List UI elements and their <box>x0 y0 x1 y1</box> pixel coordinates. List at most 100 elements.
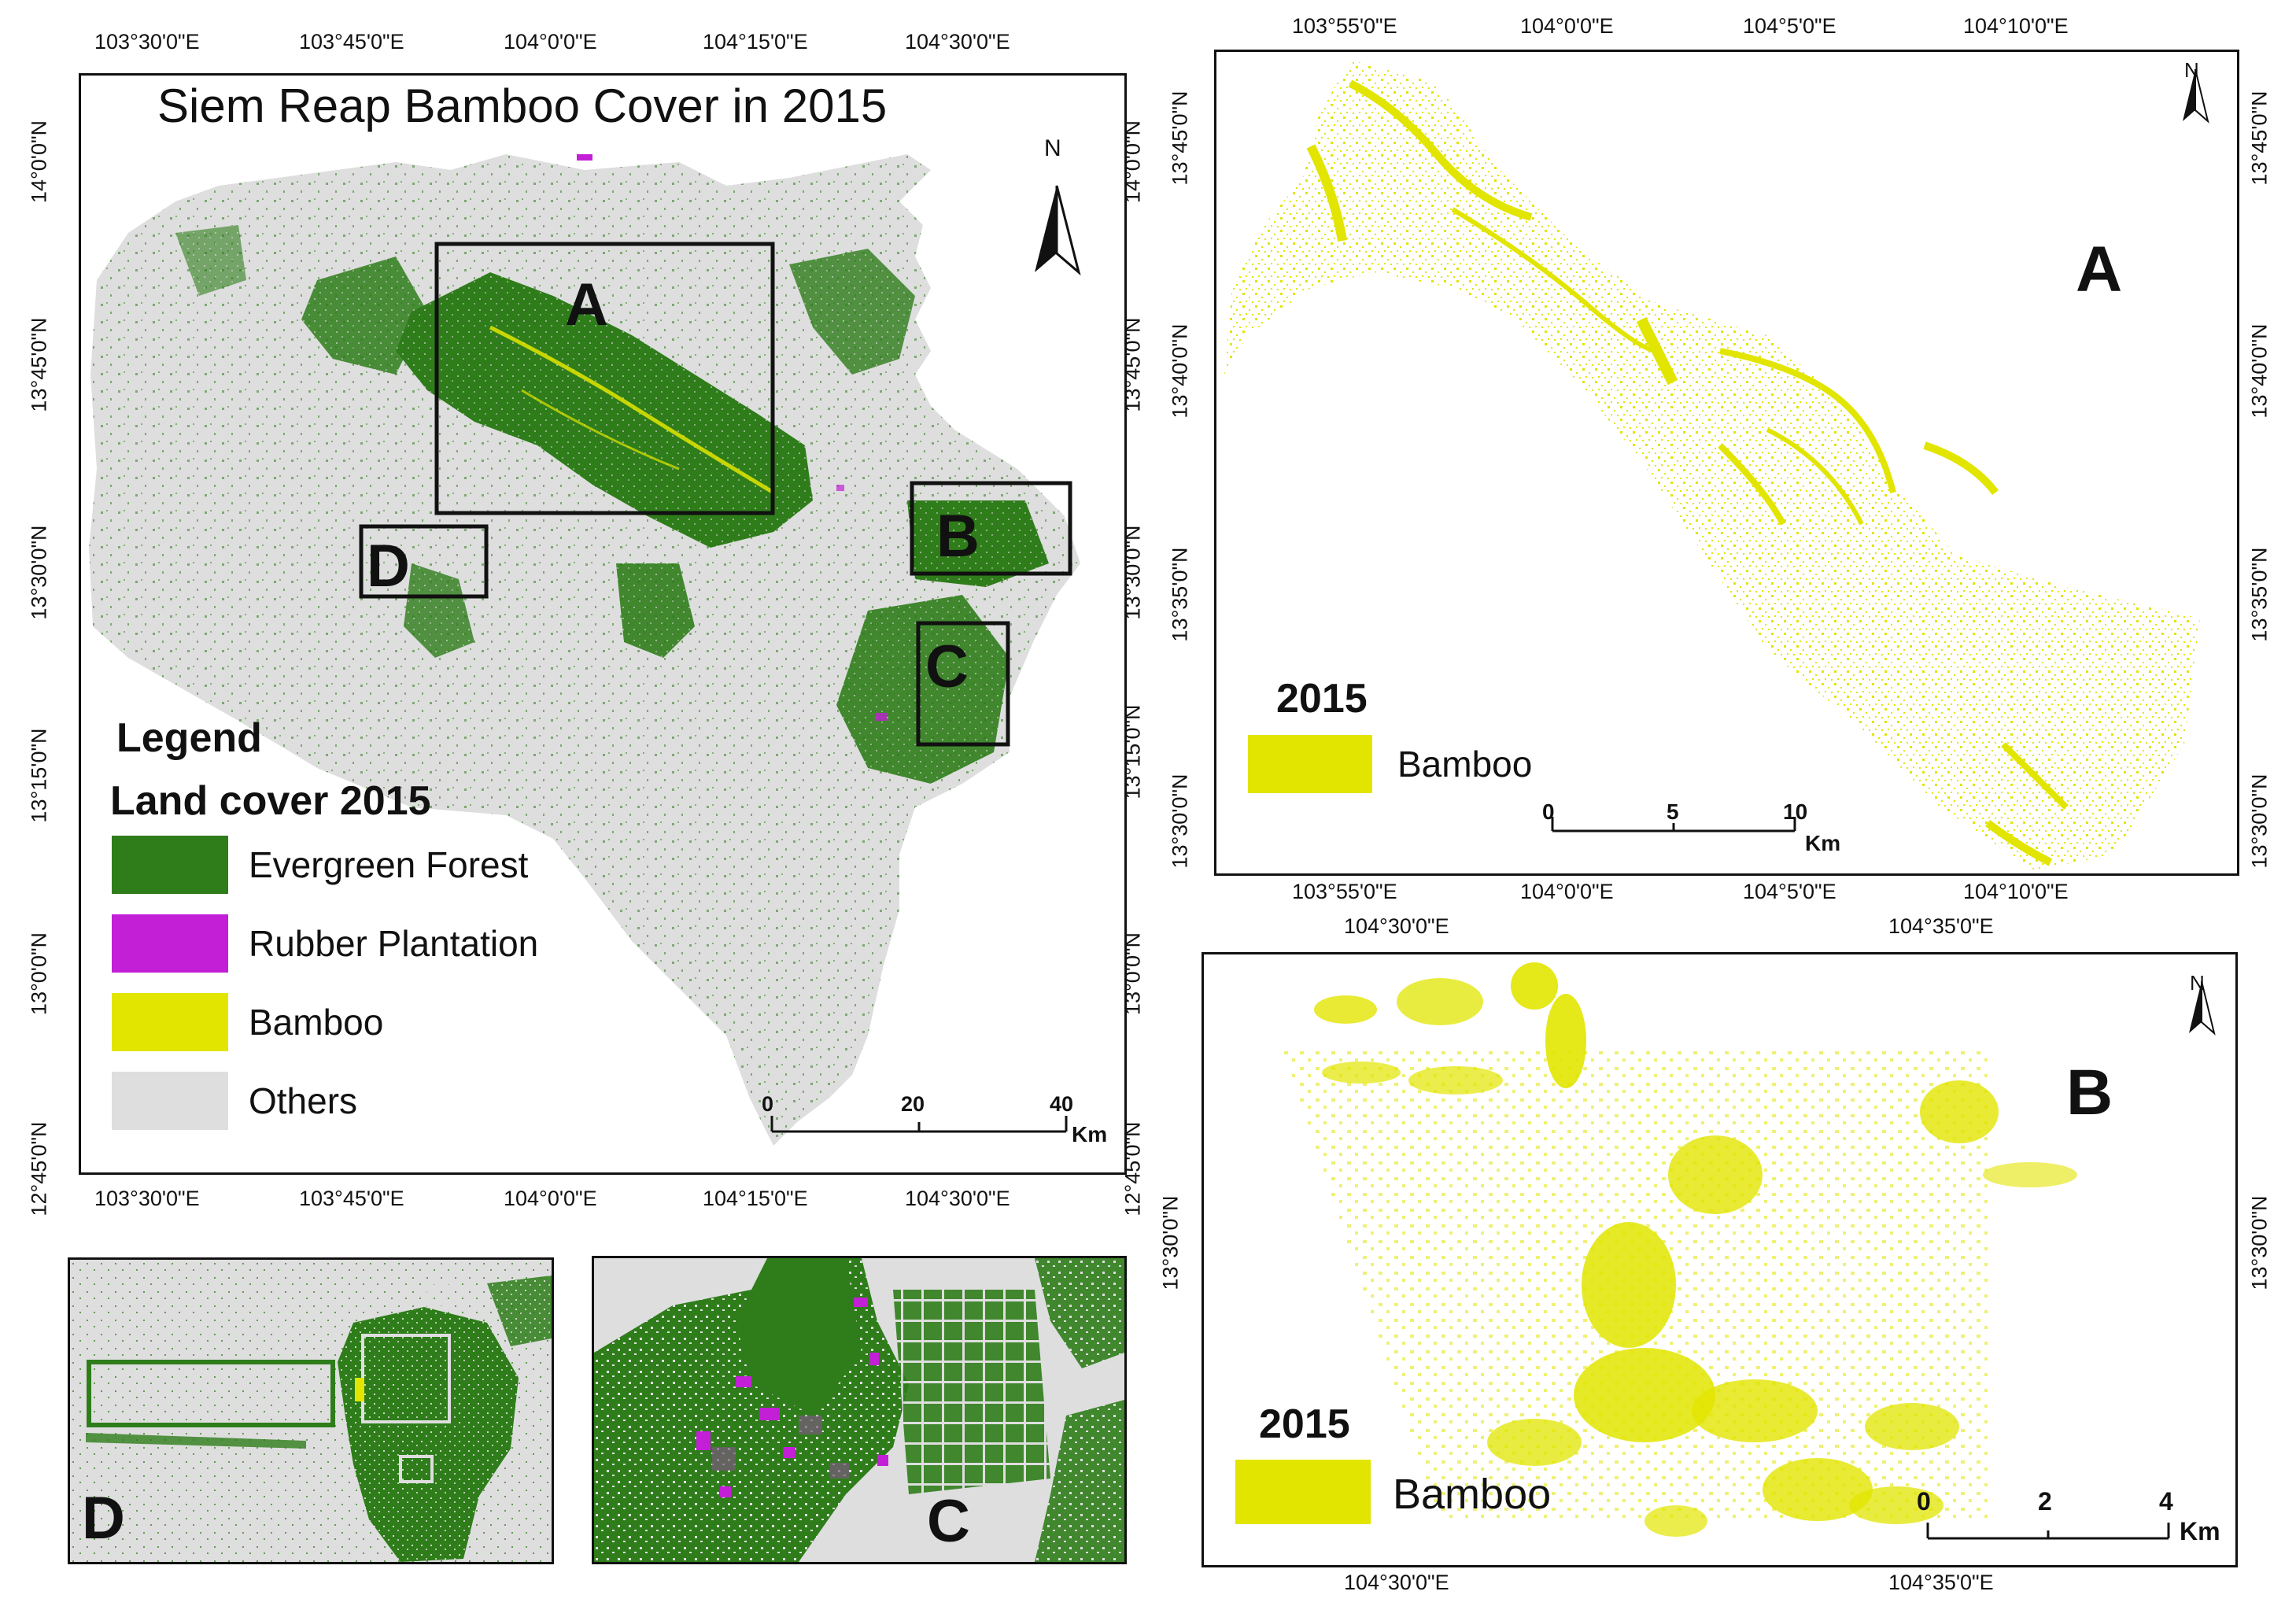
box-d-label: D <box>367 533 410 600</box>
main-scale-unit: Km <box>1072 1122 1108 1146</box>
main-x-tick-top-3: 104°15'0"E <box>703 30 808 54</box>
a-y-tick-left-2: 13°35'0"N <box>1168 547 1192 642</box>
panel-a-frame <box>1214 50 2239 876</box>
b-legend-label: Bamboo <box>1393 1471 1552 1518</box>
a-y-tick-left-0: 13°45'0"N <box>1168 90 1192 186</box>
main-x-tick-bottom-0: 103°30'0"E <box>94 1187 200 1210</box>
panel-a-canvas <box>1224 60 2209 870</box>
b-x-tick-top-1: 104°35'0"E <box>1888 914 1994 938</box>
rubber-spot <box>577 154 592 161</box>
main-north-label: N <box>1044 135 1061 161</box>
main-y-tick-left-4: 13°0'0"N <box>27 932 51 1016</box>
a-y-tick-right-3: 13°30'0"N <box>2247 773 2272 869</box>
b-x-tick-bottom-1: 104°35'0"E <box>1888 1571 1994 1594</box>
b-x-tick-bottom-0: 104°30'0"E <box>1344 1571 1449 1594</box>
a-x-tick-top-1: 104°0'0"E <box>1520 14 1614 38</box>
panel-c-canvas <box>594 1258 1124 1562</box>
a-legend-label: Bamboo <box>1397 744 1533 785</box>
panel-d-canvas <box>70 1260 552 1562</box>
bamboo-streak <box>489 325 775 495</box>
legend-label-evergreen: Evergreen Forest <box>249 844 529 885</box>
main-x-tick-bottom-4: 104°30'0"E <box>905 1187 1010 1210</box>
panel-d-frame <box>68 1257 554 1564</box>
main-x-tick-bottom-3: 104°15'0"E <box>703 1187 808 1210</box>
a-scale-label-1: 5 <box>1667 799 1679 824</box>
box-b <box>910 481 1072 576</box>
a-x-tick-top-2: 104°5'0"E <box>1743 14 1836 38</box>
b-y-tick-right-0: 13°30'0"N <box>2247 1195 2272 1290</box>
legend-label-bamboo: Bamboo <box>249 1002 384 1043</box>
main-x-tick-top-4: 104°30'0"E <box>905 30 1010 54</box>
legend-label-rubber: Rubber Plantation <box>249 923 539 964</box>
legend-swatch-rubber <box>112 914 228 973</box>
a-y-tick-left-1: 13°40'0"N <box>1168 323 1192 419</box>
legend-swatch-others <box>112 1072 228 1130</box>
panel-d-forest <box>338 1307 519 1562</box>
b-x-tick-top-0: 104°30'0"E <box>1344 914 1449 938</box>
a-x-tick-bottom-2: 104°5'0"E <box>1743 880 1836 903</box>
main-y-tick-left-5: 12°45'0"N <box>27 1121 51 1216</box>
main-scale-label-1: 20 <box>901 1092 925 1116</box>
b-north-label: N <box>2190 971 2205 995</box>
a-x-tick-top-3: 104°10'0"E <box>1963 14 2069 38</box>
a-y-tick-right-1: 13°40'0"N <box>2247 323 2272 419</box>
main-map-title: Siem Reap Bamboo Cover in 2015 <box>157 79 888 132</box>
b-scale-bar <box>1926 1523 2170 1540</box>
panel-c-rubber <box>696 1298 888 1497</box>
box-a-label: A <box>565 271 608 338</box>
box-a <box>434 242 775 515</box>
box-c <box>916 621 1010 747</box>
a-x-tick-bottom-1: 104°0'0"E <box>1520 880 1614 903</box>
box-b-label: B <box>936 503 980 570</box>
b-y-tick-left-0: 13°30'0"N <box>1158 1195 1183 1290</box>
main-scale-label-2: 40 <box>1050 1092 1074 1116</box>
main-map-canvas <box>89 154 1081 1146</box>
legend-label-others: Others <box>249 1080 358 1121</box>
panel-b-frame <box>1202 952 2238 1567</box>
a-y-tick-right-2: 13°35'0"N <box>2247 547 2272 642</box>
a-scale-bar <box>1551 817 1796 833</box>
moat-outline <box>87 1360 335 1427</box>
a-scale-unit: Km <box>1805 831 1841 855</box>
panel-a-speckle-area <box>1224 60 2200 870</box>
panel-c-frame <box>592 1256 1127 1564</box>
main-map-frame <box>79 73 1127 1175</box>
legend-subheading: Land cover 2015 <box>110 778 431 824</box>
main-y-tick-left-2: 13°30'0"N <box>27 525 51 620</box>
legend-heading: Legend <box>116 715 262 761</box>
b-legend-swatch <box>1235 1460 1371 1524</box>
forest-region-a <box>396 272 813 548</box>
main-x-tick-top-2: 104°0'0"E <box>504 30 597 54</box>
panel-a-letter: A <box>2076 234 2123 305</box>
main-scale-bar <box>770 1116 1068 1133</box>
box-d <box>359 524 489 599</box>
main-x-tick-top-1: 103°45'0"E <box>299 30 404 54</box>
a-north-arrow <box>2183 68 2209 124</box>
main-y-tick-left-3: 13°15'0"N <box>27 728 51 823</box>
legend-swatch-bamboo <box>112 993 228 1051</box>
a-legend-year: 2015 <box>1276 676 1368 722</box>
a-scale-label-0: 0 <box>1542 799 1555 824</box>
b-north-arrow <box>2189 980 2216 1036</box>
panel-d-letter: D <box>82 1485 125 1552</box>
b-scale-unit: Km <box>2180 1517 2220 1545</box>
a-y-tick-right-0: 13°45'0"N <box>2247 90 2272 186</box>
panel-a-bamboo-cluster <box>1348 79 1533 221</box>
panel-b-canvas <box>1235 962 2216 1540</box>
main-scale-label-0: 0 <box>762 1092 774 1116</box>
a-legend-swatch <box>1248 735 1372 793</box>
b-scale-label-1: 2 <box>2038 1487 2052 1516</box>
panel-c-letter: C <box>927 1488 970 1555</box>
a-x-tick-bottom-3: 104°10'0"E <box>1963 880 2069 903</box>
main-x-tick-bottom-1: 103°45'0"E <box>299 1187 404 1210</box>
b-scale-label-2: 4 <box>2159 1487 2173 1516</box>
b-scale-label-0: 0 <box>1917 1487 1931 1516</box>
a-y-tick-left-3: 13°30'0"N <box>1168 773 1192 869</box>
main-x-tick-bottom-2: 104°0'0"E <box>504 1187 597 1210</box>
a-north-label: N <box>2184 58 2199 82</box>
main-y-tick-left-0: 14°0'0"N <box>27 120 51 204</box>
a-x-tick-top-0: 103°55'0"E <box>1292 14 1397 38</box>
main-y-tick-left-1: 13°45'0"N <box>27 317 51 412</box>
box-c-label: C <box>925 633 969 700</box>
a-scale-label-2: 10 <box>1783 799 1808 824</box>
